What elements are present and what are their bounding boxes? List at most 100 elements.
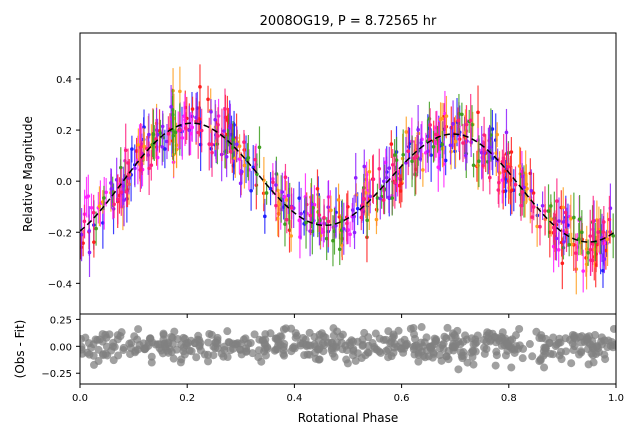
data-point bbox=[142, 144, 147, 149]
residual-point bbox=[469, 360, 478, 369]
residual-point bbox=[153, 340, 162, 349]
data-point bbox=[231, 137, 235, 142]
data-point bbox=[324, 236, 329, 241]
residual-point bbox=[381, 335, 390, 344]
data-point bbox=[371, 177, 376, 181]
data-point bbox=[561, 220, 566, 224]
data-point bbox=[228, 149, 233, 154]
data-point bbox=[567, 242, 571, 247]
residual-point bbox=[552, 340, 561, 349]
residual-point bbox=[134, 325, 143, 334]
residual-point bbox=[414, 350, 423, 359]
data-point bbox=[355, 206, 360, 211]
residual-point bbox=[80, 342, 86, 351]
residual-point bbox=[83, 348, 92, 357]
data-point bbox=[187, 128, 192, 133]
bottom-x-axis-ticks: 0.0 0.2 0.4 0.6 0.8 1.0 bbox=[72, 384, 624, 404]
data-point bbox=[557, 219, 561, 223]
x-tick-label: 0.0 bbox=[72, 393, 88, 404]
data-point bbox=[228, 123, 233, 128]
residual-point bbox=[99, 350, 108, 359]
data-point bbox=[280, 190, 285, 194]
y-tick-label: 0.0 bbox=[56, 177, 72, 188]
data-point bbox=[431, 144, 436, 149]
residual-point bbox=[135, 341, 144, 350]
residual-point bbox=[482, 345, 491, 354]
data-point bbox=[123, 148, 128, 153]
data-point bbox=[235, 142, 239, 146]
data-point bbox=[86, 194, 91, 198]
data-point bbox=[580, 230, 584, 235]
residual-point bbox=[453, 326, 462, 335]
data-point bbox=[601, 230, 606, 234]
residual-point bbox=[169, 354, 178, 363]
data-point bbox=[158, 131, 163, 135]
residual-point bbox=[315, 355, 324, 364]
data-point bbox=[331, 238, 335, 243]
data-point bbox=[387, 195, 391, 200]
residual-point bbox=[471, 347, 480, 356]
residual-point bbox=[594, 348, 603, 357]
data-point bbox=[574, 251, 578, 255]
observation-series bbox=[94, 89, 615, 267]
y-tick-label: 0.00 bbox=[50, 342, 72, 353]
data-point bbox=[147, 132, 151, 137]
data-point bbox=[289, 206, 294, 210]
data-point bbox=[341, 226, 346, 231]
data-point bbox=[268, 186, 273, 191]
data-point bbox=[401, 153, 406, 157]
top-plot-frame bbox=[79, 32, 617, 315]
top-y-axis-label: Relative Magnitude bbox=[21, 116, 35, 232]
data-point bbox=[481, 163, 485, 168]
residual-point bbox=[254, 346, 263, 355]
data-point bbox=[249, 189, 253, 193]
residual-point bbox=[567, 359, 576, 368]
data-point bbox=[562, 240, 566, 244]
residual-point bbox=[569, 346, 578, 355]
residual-point bbox=[207, 330, 216, 339]
residual-point bbox=[597, 337, 606, 346]
data-point bbox=[271, 180, 275, 184]
data-point bbox=[530, 215, 534, 219]
residual-point bbox=[160, 339, 169, 348]
data-point bbox=[237, 144, 242, 149]
data-point bbox=[173, 130, 178, 135]
x-tick-label: 1.0 bbox=[608, 393, 624, 404]
data-point bbox=[322, 215, 326, 220]
residual-point bbox=[358, 341, 367, 350]
residual-point bbox=[109, 356, 118, 365]
residual-point bbox=[119, 343, 128, 352]
data-point bbox=[531, 205, 536, 209]
data-point bbox=[416, 127, 420, 132]
residual-point bbox=[126, 343, 135, 352]
data-point bbox=[199, 128, 204, 133]
residual-point bbox=[421, 353, 430, 362]
residual-point bbox=[329, 324, 338, 333]
data-point bbox=[517, 164, 522, 168]
data-point bbox=[345, 221, 349, 226]
data-point bbox=[184, 126, 188, 130]
data-point bbox=[163, 147, 167, 151]
residual-point bbox=[375, 334, 384, 343]
data-point bbox=[368, 194, 372, 199]
y-tick-label: −0.25 bbox=[41, 369, 72, 380]
data-point bbox=[563, 210, 568, 215]
residual-point bbox=[203, 350, 212, 359]
data-point bbox=[591, 219, 596, 223]
residual-point bbox=[410, 330, 419, 339]
data-point bbox=[87, 229, 92, 233]
residual-point bbox=[549, 333, 558, 342]
data-point bbox=[209, 110, 213, 114]
residual-point bbox=[584, 360, 593, 369]
residual-point bbox=[443, 323, 452, 332]
residual-point bbox=[440, 332, 449, 341]
residual-point bbox=[577, 347, 586, 356]
data-point bbox=[596, 230, 600, 235]
data-point bbox=[169, 105, 173, 109]
data-point bbox=[178, 128, 182, 133]
data-point bbox=[362, 164, 367, 169]
data-point bbox=[605, 237, 610, 242]
data-point bbox=[404, 161, 408, 165]
data-point bbox=[549, 204, 553, 208]
residual-point bbox=[204, 357, 213, 366]
